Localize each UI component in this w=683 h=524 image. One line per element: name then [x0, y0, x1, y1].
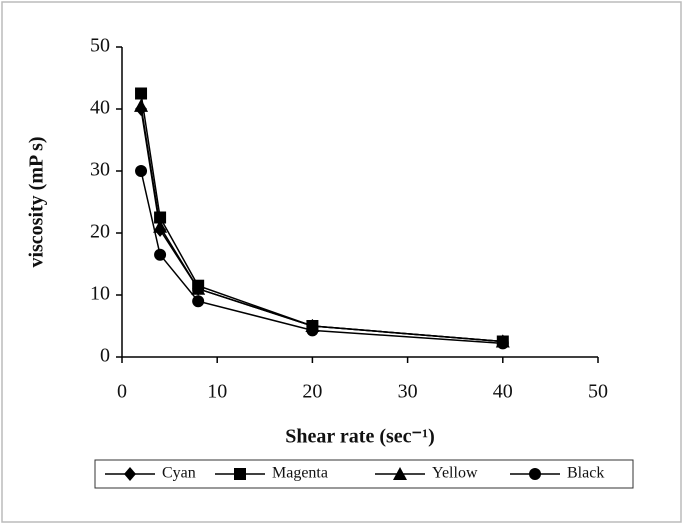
- y-tick-label: 40: [90, 97, 110, 119]
- y-tick-label: 10: [90, 283, 110, 305]
- legend-marker: [393, 467, 407, 480]
- x-tick-label: 40: [493, 381, 513, 403]
- y-axis-title: viscosity (mP s): [26, 136, 48, 267]
- legend-marker: [529, 468, 541, 480]
- x-tick-label: 50: [588, 381, 608, 403]
- legend-label: Magenta: [272, 465, 328, 482]
- y-tick-label: 20: [90, 221, 110, 243]
- legend-label: Cyan: [162, 465, 196, 482]
- legend-box: [94, 459, 634, 489]
- data-point: [154, 248, 167, 261]
- x-tick-label: 20: [302, 381, 322, 403]
- legend-label: Yellow: [432, 465, 478, 482]
- y-tick-label: 50: [90, 35, 110, 57]
- data-point: [135, 87, 148, 100]
- data-point: [134, 98, 149, 112]
- legend-marker: [234, 468, 246, 480]
- data-point: [153, 219, 168, 233]
- legend-label: Black: [567, 465, 604, 482]
- x-axis-title: Shear rate (sec⁻¹): [285, 426, 434, 448]
- data-point: [191, 281, 206, 295]
- legend-marker: [124, 467, 136, 481]
- data-point: [135, 165, 148, 177]
- data-point: [306, 324, 319, 337]
- y-tick-label: 30: [90, 159, 110, 181]
- x-tick-label: 30: [398, 381, 418, 403]
- data-point: [192, 295, 205, 308]
- y-tick-label: 0: [100, 345, 110, 367]
- data-point: [496, 337, 509, 350]
- data-point: [154, 211, 167, 224]
- x-tick-label: 0: [117, 381, 127, 403]
- x-tick-label: 10: [207, 381, 227, 403]
